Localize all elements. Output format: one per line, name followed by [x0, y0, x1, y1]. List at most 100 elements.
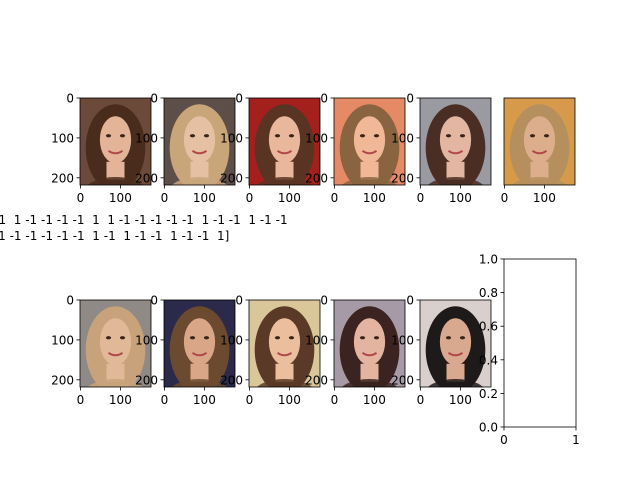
right-eye: [373, 336, 380, 340]
y-tick-label: 200: [220, 373, 243, 387]
neck: [106, 161, 125, 180]
shoulders: [341, 177, 398, 185]
face: [268, 318, 301, 366]
axes-frame: [163, 97, 236, 186]
axes-frame: [248, 299, 321, 388]
mouth: [447, 351, 464, 357]
x-tick-label: 100: [109, 191, 132, 205]
x-tick-label: 0: [246, 191, 254, 205]
face: [439, 318, 472, 366]
x-tick-label: 0: [331, 393, 339, 407]
y-tick-label: 200: [305, 171, 328, 185]
x-tick-label: 100: [278, 191, 301, 205]
mouth: [107, 351, 124, 357]
y-tick-label: 100: [51, 333, 74, 347]
mouth: [447, 149, 464, 155]
x-tick-label: 0: [77, 191, 85, 205]
left-eye: [529, 134, 536, 138]
y-tick-label: 0.2: [479, 387, 498, 401]
y-tick-label: 100: [135, 131, 158, 145]
left-eye: [445, 134, 452, 138]
face: [183, 318, 216, 366]
right-eye: [459, 134, 466, 138]
y-tick-label: 0.4: [479, 353, 498, 367]
mouth: [191, 149, 208, 155]
x-tick-label: 100: [363, 393, 386, 407]
mouth: [276, 149, 293, 155]
x-tick-label: 0: [161, 191, 169, 205]
mouth: [191, 351, 208, 357]
y-tick-label: 0.6: [479, 320, 498, 334]
right-eye: [203, 336, 210, 340]
face-photo: [334, 300, 405, 387]
right-eye: [373, 134, 380, 138]
shoulders: [87, 379, 144, 387]
axes-frame: [333, 97, 406, 186]
y-tick-label: 100: [305, 131, 328, 145]
face: [268, 116, 301, 164]
axes-frame: [419, 97, 492, 186]
face-photo: [164, 300, 235, 387]
axes-frame: [248, 97, 321, 186]
y-tick-label: 100: [391, 131, 414, 145]
image-panel: 0 100: [501, 97, 576, 205]
mouth: [531, 149, 548, 155]
neck: [360, 363, 379, 382]
left-eye: [359, 134, 366, 138]
mouth: [361, 351, 378, 357]
x-tick-label: 100: [533, 191, 556, 205]
face: [439, 116, 472, 164]
neck: [530, 161, 549, 180]
x-tick-label: 100: [278, 393, 301, 407]
x-tick-label: 0: [331, 191, 339, 205]
neck: [190, 161, 209, 180]
axes-frame: [163, 299, 236, 388]
x-tick-label: 100: [449, 191, 472, 205]
neck: [446, 363, 465, 382]
y-tick-label: 0: [406, 92, 414, 106]
y-tick-label: 100: [135, 333, 158, 347]
x-tick-label: 1: [572, 433, 580, 447]
face: [523, 116, 556, 164]
shoulders: [427, 177, 484, 185]
neck: [190, 363, 209, 382]
axes-frame: [333, 299, 406, 388]
axes-frame: [79, 299, 152, 388]
y-tick-label: 0: [320, 294, 328, 308]
x-tick-label: 100: [193, 393, 216, 407]
right-eye: [288, 336, 295, 340]
left-eye: [105, 134, 112, 138]
shoulders: [427, 379, 484, 387]
left-eye: [105, 336, 112, 340]
x-tick-label: 0: [161, 393, 169, 407]
left-eye: [189, 134, 196, 138]
y-tick-label: 200: [220, 171, 243, 185]
y-tick-label: 1.0: [479, 253, 498, 267]
axes-frame: [503, 97, 576, 186]
face-photo: [249, 300, 320, 387]
mouth: [107, 149, 124, 155]
left-eye: [359, 336, 366, 340]
x-tick-label: 0: [77, 393, 85, 407]
face: [99, 318, 132, 366]
y-tick-label: 200: [135, 373, 158, 387]
y-tick-label: 0: [406, 294, 414, 308]
x-tick-label: 100: [193, 191, 216, 205]
y-tick-label: 0: [66, 92, 74, 106]
face-photo: [164, 98, 235, 185]
right-eye: [119, 134, 126, 138]
right-eye: [119, 336, 126, 340]
right-eye: [543, 134, 550, 138]
left-eye: [189, 336, 196, 340]
y-tick-label: 100: [305, 333, 328, 347]
title-line: [ 1 1 -1 -1 -1 -1 1 1 -1 -1 -1 -1 -1 1 -…: [0, 213, 288, 227]
y-tick-label: 0: [150, 92, 158, 106]
left-eye: [274, 336, 281, 340]
